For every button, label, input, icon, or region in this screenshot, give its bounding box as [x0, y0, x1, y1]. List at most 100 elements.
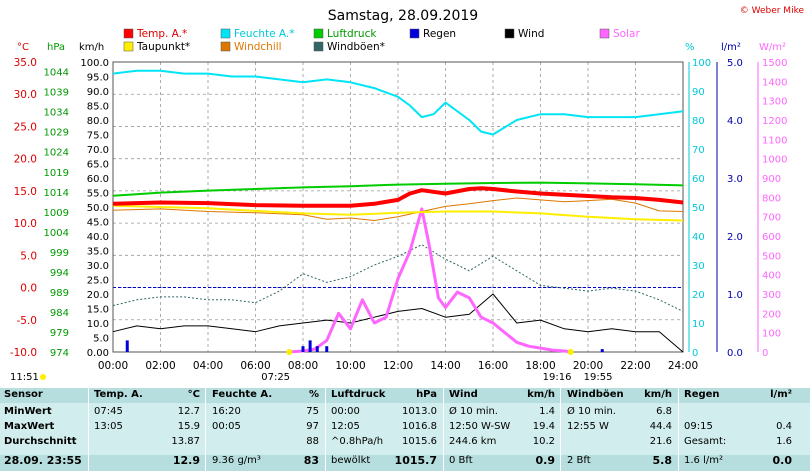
stats-cell-detail: 12:55 W: [567, 421, 609, 432]
copyright-text: © Weber Mike: [740, 6, 805, 16]
stats-cell-value: 13.87: [171, 436, 200, 447]
sun-times: 07:25 19:16 11:51 19:55: [10, 349, 612, 383]
wind-tick-label: 75.0: [87, 131, 109, 142]
sunset-label: 19:16: [543, 372, 572, 383]
legend-label: Luftdruck: [327, 28, 377, 40]
temp-tick-label: -10.0: [10, 347, 37, 359]
moonset-label: 19:55: [584, 372, 613, 383]
series-line-wind: [112, 293, 684, 353]
legend-swatch: [220, 41, 231, 52]
grid: [112, 61, 684, 353]
solar-tick-label: 200: [762, 309, 781, 320]
x-tick-label: 04:00: [193, 360, 223, 372]
stats-cell-value: 15.9: [177, 421, 200, 432]
rain-tick-label: 5.0: [727, 58, 743, 69]
humidity-tick-label: 20: [692, 290, 705, 301]
stats-cell-value: 12.9: [172, 454, 200, 467]
rain-tick-label: 2.0: [727, 232, 743, 243]
x-tick-label: 16:00: [478, 360, 508, 372]
humidity-tick-label: 40: [692, 232, 705, 243]
legend-swatch: [409, 28, 420, 39]
stats-row-label: MaxWert: [4, 421, 55, 432]
humidity-tick-label: 30: [692, 261, 705, 272]
sunrise-marker: [286, 349, 293, 355]
x-tick-label: 12:00: [383, 360, 413, 372]
moonrise-label: 11:51: [10, 372, 39, 383]
legend-label: Regen: [423, 28, 456, 40]
stats-row-label: 28.09. 23:55: [4, 454, 82, 467]
pressure-tick-label: 989: [50, 288, 69, 299]
stats-header-label: Feuchte A.: [212, 389, 273, 400]
pressure-tick-label: 984: [50, 308, 69, 319]
solar-tick-label: 400: [762, 271, 781, 282]
stats-cell-value: 97: [306, 421, 319, 432]
solar-tick-label: 900: [762, 174, 781, 185]
wind-tick-label: 80.0: [87, 116, 109, 127]
chart-title: Samstag, 28.09.2019: [328, 8, 478, 24]
stats-header-band: [0, 388, 810, 403]
wind-tick-label: 45.0: [87, 218, 109, 229]
rain-bar: [301, 346, 305, 352]
x-tick-label: 06:00: [240, 360, 270, 372]
stats-cell-value: 0.0: [772, 454, 793, 467]
stats-cell-value: 88: [306, 436, 319, 447]
x-tick-label: 08:00: [288, 360, 318, 372]
stats-header-label: Regen: [684, 389, 720, 400]
x-tick-label: 20:00: [573, 360, 603, 372]
rain-tick-label: 1.0: [727, 290, 743, 301]
stats-cell-value: 10.2: [532, 436, 555, 447]
solar-tick-label: 1000: [762, 155, 787, 166]
wind-tick-label: 50.0: [87, 203, 109, 214]
pressure-axis-title: hPa: [47, 42, 65, 53]
x-tick-label: 14:00: [430, 360, 460, 372]
wind-tick-label: 0.00: [87, 348, 109, 359]
stats-cell-value: 0.4: [776, 421, 792, 432]
wind-tick-label: 40.0: [87, 232, 109, 243]
sunset-marker: [567, 349, 574, 355]
rain-axis-title: l/m²: [721, 42, 741, 53]
rain-tick-label: 0.0: [727, 348, 743, 359]
legend: Temp. A.* Feuchte A.* Luftdruck Regen Wind So…: [123, 28, 640, 53]
stats-divider: [205, 388, 206, 471]
stats-cell-value: 12.7: [177, 406, 200, 417]
stats-header-sensor: Sensor: [4, 389, 43, 400]
wind-axis-title: km/h: [79, 42, 104, 53]
humidity-tick-label: 70: [692, 145, 705, 156]
legend-label: Solar: [613, 28, 640, 40]
humidity-tick-label: 100: [692, 58, 711, 69]
temp-tick-label: 15.0: [14, 186, 37, 198]
humidity-axis-title: %: [685, 42, 695, 53]
temp-tick-label: 10.0: [14, 218, 37, 230]
stats-cell-value: 19.4: [532, 421, 555, 432]
wind-tick-label: 90.0: [87, 87, 109, 98]
wind-tick-label: 65.0: [87, 160, 109, 171]
rain-bar: [325, 346, 329, 352]
stats-cell-detail: 13:05: [94, 421, 123, 432]
stats-cell-detail: ^0.8hPa/h: [331, 436, 384, 447]
humidity-tick-label: 10: [692, 319, 705, 330]
legend-swatch: [504, 28, 515, 39]
legend-swatch: [313, 28, 324, 39]
stats-header-unit: %: [308, 389, 319, 400]
stats-cell-detail: 07:45: [94, 406, 123, 417]
stats-header-unit: °C: [187, 389, 200, 400]
legend-label: Wind: [518, 28, 544, 40]
stats-header-unit: hPa: [416, 389, 437, 400]
wind-tick-label: 25.0: [87, 276, 109, 287]
stats-cell-detail: 1.6 l/m²: [684, 455, 723, 466]
wind-tick-label: 5.0: [93, 334, 109, 345]
pressure-tick-label: 1029: [44, 128, 69, 139]
stats-cell-detail: 00:05: [212, 421, 241, 432]
stats-cell-detail: 244.6 km: [449, 436, 497, 447]
series-line-taupunkt: [112, 204, 684, 222]
series-line-feuchtea: [112, 69, 684, 136]
series-layer: [112, 69, 684, 354]
wind-tick-label: 35.0: [87, 247, 109, 258]
pressure-tick-label: 1044: [44, 68, 69, 79]
legend-swatch: [313, 41, 324, 52]
pressure-tick-label: 979: [50, 328, 69, 339]
temp-tick-label: 35.0: [14, 57, 37, 69]
solar-tick-label: 1200: [762, 116, 787, 127]
plot-frame: [112, 61, 684, 353]
temp-axis-title: °C: [17, 42, 29, 53]
